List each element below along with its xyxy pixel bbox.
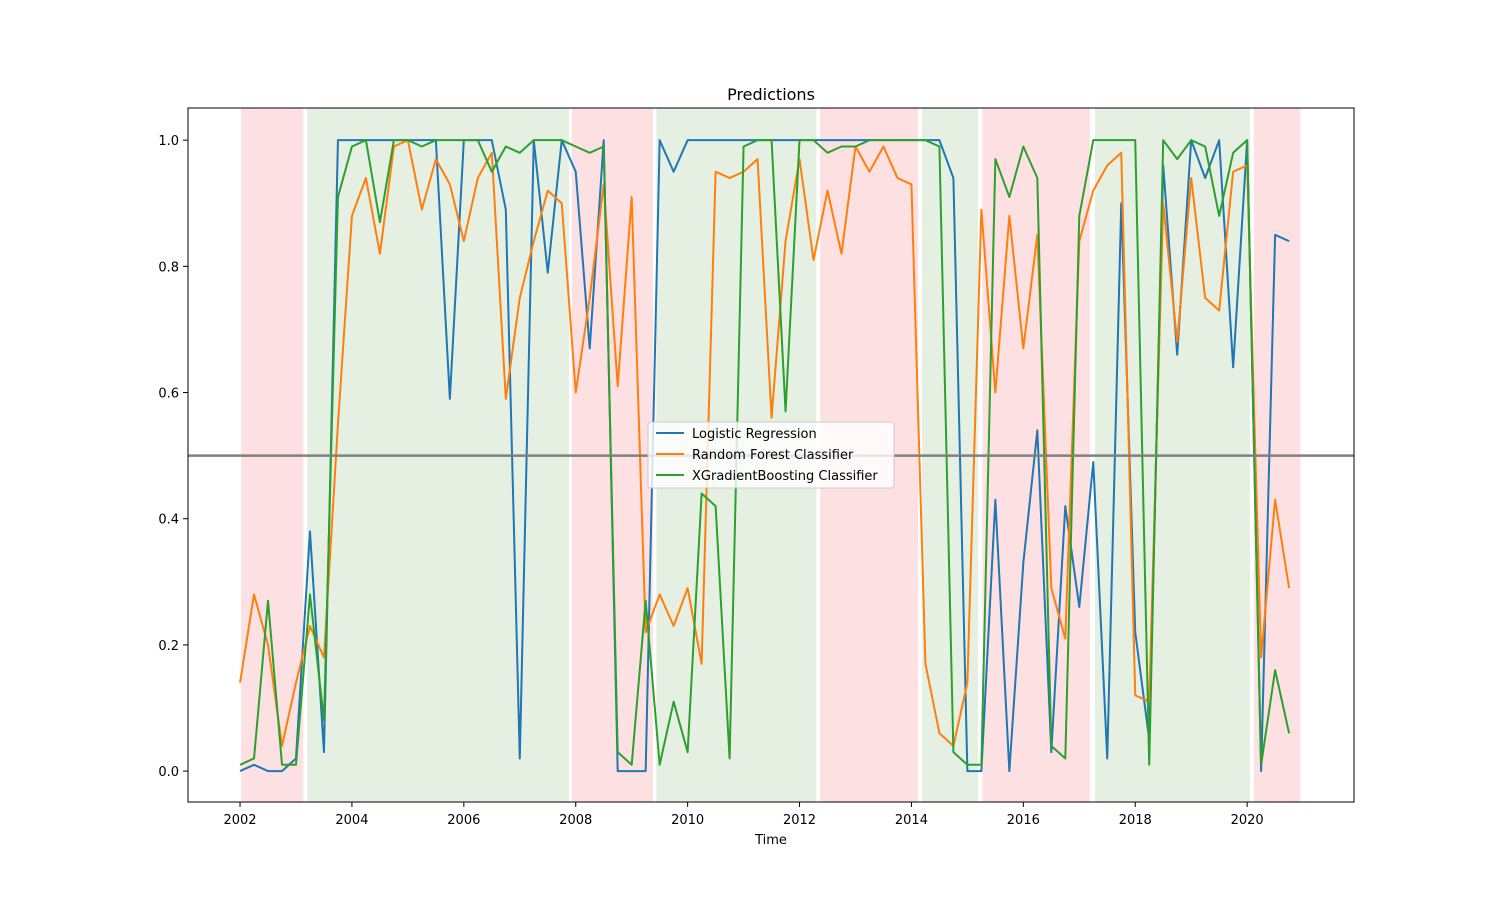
plot-frame — [187, 107, 1355, 803]
series-line — [239, 139, 1291, 766]
x-tick-label: 2006 — [447, 813, 480, 828]
legend-box — [647, 421, 895, 489]
chart-title: Predictions — [727, 85, 815, 104]
x-tick-label: 2020 — [1231, 813, 1264, 828]
series-line — [239, 139, 1291, 747]
y-tick-label: 0.0 — [158, 765, 179, 780]
x-axis-label: Time — [754, 833, 787, 848]
legend-label: XGradientBoosting Classifier — [692, 469, 878, 484]
x-tick-label: 2014 — [895, 813, 928, 828]
legend-label: Random Forest Classifier — [692, 448, 854, 463]
x-tick-label: 2012 — [783, 813, 816, 828]
y-tick-label: 0.2 — [158, 639, 179, 654]
y-tick-label: 0.6 — [158, 387, 179, 402]
y-tick-label: 0.8 — [158, 260, 179, 275]
x-tick-label: 2016 — [1007, 813, 1040, 828]
x-tick-label: 2018 — [1119, 813, 1152, 828]
legend-label: Logistic Regression — [692, 427, 817, 442]
x-tick-label: 2010 — [671, 813, 704, 828]
y-tick-label: 0.4 — [158, 513, 179, 528]
x-tick-label: 2008 — [559, 813, 592, 828]
x-tick-label: 2004 — [335, 813, 368, 828]
y-tick-label: 1.0 — [158, 134, 179, 149]
x-tick-label: 2002 — [223, 813, 256, 828]
